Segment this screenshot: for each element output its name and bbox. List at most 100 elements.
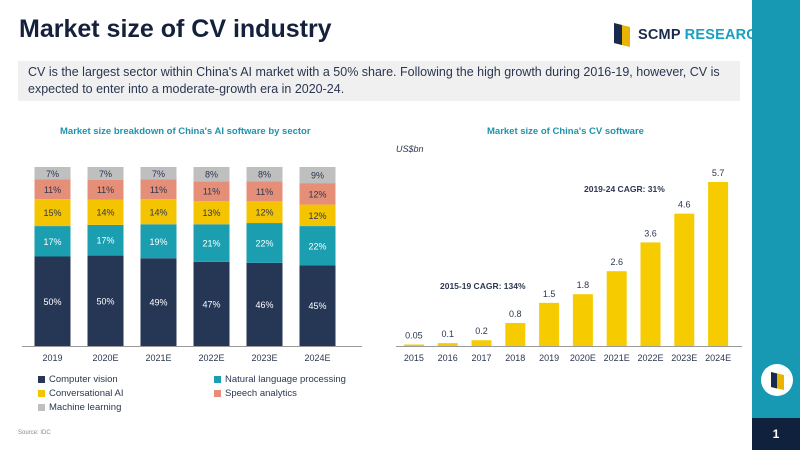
data-label: 7% [46, 169, 59, 179]
bar [471, 340, 492, 346]
bar [640, 242, 661, 346]
x-tick-label: 2022E [637, 353, 663, 363]
side-logo-badge [761, 364, 793, 396]
bar-segment [299, 167, 336, 184]
x-tick-label: 2016 [438, 353, 458, 363]
data-label: 13% [202, 208, 220, 218]
summary-box [18, 61, 740, 101]
data-label: 22% [255, 238, 273, 248]
source-note: Source: IDC [18, 430, 51, 436]
data-label: 12% [255, 208, 273, 218]
data-label: 45% [308, 301, 326, 311]
x-tick-label: 2019 [539, 353, 559, 363]
bar [539, 302, 560, 346]
data-label: 1.5 [543, 289, 556, 299]
data-label: 49% [149, 298, 167, 308]
bar-segment [246, 201, 283, 224]
data-label: 7% [152, 169, 165, 179]
bar [437, 343, 458, 346]
data-label: 9% [311, 171, 324, 181]
data-label: 12% [308, 189, 326, 199]
bar-segment [140, 179, 177, 200]
bar-segment [87, 255, 124, 346]
legend-label: Conversational AI [49, 388, 124, 399]
bar-segment [140, 224, 177, 259]
cagr-annotation: 2019-24 CAGR: 31% [584, 184, 665, 194]
data-label: 3.6 [644, 228, 657, 238]
data-label: 50% [43, 297, 61, 307]
data-label: 8% [258, 170, 271, 180]
bar-segment [193, 167, 230, 182]
x-tick-label: 2018 [505, 353, 525, 363]
legend-item-computer-vision: Computer vision [38, 374, 118, 385]
x-tick-label: 2024E [705, 353, 731, 363]
page-number: 1 [752, 418, 800, 450]
side-bar: 1 [752, 0, 800, 450]
bar-segment [87, 224, 124, 256]
x-tick-label: 2024E [304, 353, 330, 363]
bar-segment [140, 199, 177, 225]
x-tick-label: 2022E [198, 353, 224, 363]
data-label: 19% [149, 237, 167, 247]
sector-breakdown-chart: 50% 17% 15% 11% 7% 2019 50% 17% 14% 11% 7% 2020E 49%… [22, 167, 362, 363]
data-label: 11% [256, 187, 273, 197]
bar-segment [140, 258, 177, 346]
data-label: 8% [205, 170, 218, 180]
bar-segment [34, 226, 71, 257]
bar-segment [193, 224, 230, 262]
bar-segment [34, 179, 71, 200]
scmp-logo-icon [614, 23, 630, 47]
bar-segment [246, 223, 283, 263]
x-tick-label: 2017 [471, 353, 491, 363]
bar-segment [34, 256, 71, 346]
data-label: 50% [96, 296, 114, 306]
legend-label: Computer vision [49, 374, 118, 385]
x-tick-label: 2020E [570, 353, 596, 363]
page-title: Market size of CV industry [19, 15, 332, 43]
right-chart-title: Market size of China's CV software [487, 126, 644, 137]
data-label: 14% [96, 208, 114, 218]
data-label: 14% [149, 207, 167, 217]
data-label: 0.1 [441, 329, 454, 339]
legend-item-conversational-ai: Conversational AI [38, 388, 123, 399]
cv-software-chart: US$bn 0.05 2015 0.1 2016 0.2 2017 0.8 2018 1.5 201… [396, 144, 742, 363]
bar-segment [87, 199, 124, 225]
x-tick-label: 2021E [604, 353, 630, 363]
data-label: 22% [308, 241, 326, 251]
data-label: 0.2 [475, 326, 488, 336]
x-tick-label: 2021E [145, 353, 171, 363]
bar-segment [34, 167, 71, 180]
logo-brand: SCMP [638, 27, 681, 43]
bar-segment [246, 181, 283, 202]
data-label: 17% [43, 237, 61, 247]
data-label: 15% [43, 208, 61, 218]
data-label: 2.6 [610, 257, 623, 267]
bar [505, 322, 526, 346]
cagr-annotation: 2015-19 CAGR: 134% [440, 281, 526, 291]
bar-segment [299, 226, 336, 266]
data-label: 46% [255, 300, 273, 310]
bar-segment [246, 167, 283, 182]
data-label: 47% [202, 299, 220, 309]
bar [403, 344, 424, 346]
x-tick-label: 2023E [671, 353, 697, 363]
bar [606, 271, 627, 346]
bar-segment [193, 261, 230, 346]
data-label: 0.8 [509, 309, 522, 319]
x-tick-label: 2020E [92, 353, 118, 363]
x-tick-label: 2019 [42, 353, 62, 363]
data-label: 1.8 [577, 280, 590, 290]
bar-segment [193, 181, 230, 202]
legend-label: Speech analytics [225, 388, 297, 399]
y-axis-unit: US$bn [396, 144, 424, 154]
bar-segment [87, 179, 124, 200]
bar [572, 294, 593, 346]
data-label: 11% [203, 187, 220, 197]
data-label: 7% [99, 169, 112, 179]
bar [708, 182, 729, 346]
data-label: 17% [96, 236, 114, 246]
left-chart-title: Market size breakdown of China's AI soft… [60, 126, 311, 137]
legend-item-machine-learning: Machine learning [38, 402, 121, 413]
data-label: 11% [97, 185, 114, 195]
bar-segment [34, 199, 71, 227]
